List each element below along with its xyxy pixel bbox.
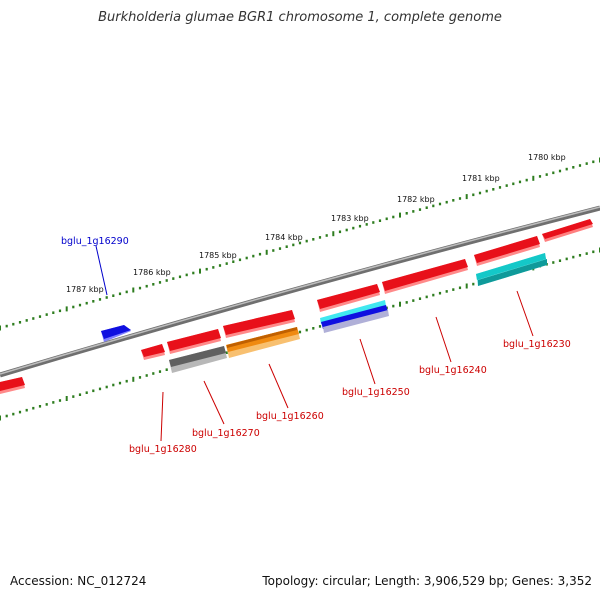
gene-gray-rev[interactable] — [169, 346, 227, 373]
gene-orange-rev[interactable] — [226, 327, 300, 358]
gene-red-fwd-5[interactable] — [223, 310, 295, 338]
accession-text: Accession: NC_012724 — [10, 574, 147, 588]
gene-labels: bglu_1g16290 bglu_1g16280 bglu_1g16270 b… — [61, 236, 571, 455]
scale-label-1785: 1785 kbp — [199, 251, 237, 260]
leader-bglu_1g16230 — [516, 290, 534, 337]
gene-label-bglu_1g16230[interactable]: bglu_1g16230 — [503, 339, 571, 350]
gene-label-bglu_1g16270[interactable]: bglu_1g16270 — [192, 428, 260, 439]
scale-label-1781: 1781 kbp — [462, 174, 500, 183]
forward-genes — [0, 219, 593, 394]
gene-red-fwd-8[interactable] — [0, 377, 25, 394]
chromosome-backbone — [0, 205, 600, 378]
gene-cyan-rev-1[interactable] — [476, 253, 547, 286]
leader-bglu_1g16250 — [359, 338, 376, 385]
label-leaders — [95, 245, 534, 442]
scale-label-1787: 1787 kbp — [66, 285, 104, 294]
gene-label-bglu_1g16280[interactable]: bglu_1g16280 — [129, 444, 197, 455]
outer-scale-track — [0, 157, 600, 331]
gene-red-fwd-6[interactable] — [167, 329, 221, 354]
leader-bglu_1g16240 — [435, 316, 452, 363]
reverse-genes — [169, 253, 547, 373]
gene-label-bglu_1g16240[interactable]: bglu_1g16240 — [419, 365, 487, 376]
gene-cyan-rev-2[interactable] — [320, 300, 389, 333]
scale-label-1786: 1786 kbp — [133, 268, 171, 277]
gene-label-bglu_1g16260[interactable]: bglu_1g16260 — [256, 411, 324, 422]
scale-label-1780: 1780 kbp — [528, 153, 566, 162]
leader-bglu_1g16260 — [268, 363, 289, 409]
gene-red-fwd-1[interactable] — [542, 219, 593, 242]
gene-label-bglu_1g16290[interactable]: bglu_1g16290 — [61, 236, 129, 247]
gene-red-fwd-2[interactable] — [474, 236, 540, 266]
gene-red-fwd-3[interactable] — [382, 259, 468, 294]
gene-bglu_1g16290[interactable] — [101, 325, 131, 342]
leader-bglu_1g16290 — [95, 245, 108, 296]
leader-bglu_1g16280 — [160, 391, 164, 442]
scale-labels: 1780 kbp 1781 kbp 1782 kbp 1783 kbp 1784… — [66, 153, 566, 294]
gene-red-fwd-7[interactable] — [141, 344, 165, 360]
map-title: Burkholderia glumae BGR1 chromosome 1, c… — [98, 10, 502, 25]
scale-label-1782: 1782 kbp — [397, 195, 435, 204]
genome-summary-text: Topology: circular; Length: 3,906,529 bp… — [262, 574, 592, 588]
scale-label-1783: 1783 kbp — [331, 214, 369, 223]
gene-label-bglu_1g16250[interactable]: bglu_1g16250 — [342, 387, 410, 398]
leader-bglu_1g16270 — [203, 380, 225, 425]
chromosome-backbone-highlight — [0, 206, 600, 375]
scale-label-1784: 1784 kbp — [265, 233, 303, 242]
gene-red-fwd-4[interactable] — [317, 284, 380, 312]
